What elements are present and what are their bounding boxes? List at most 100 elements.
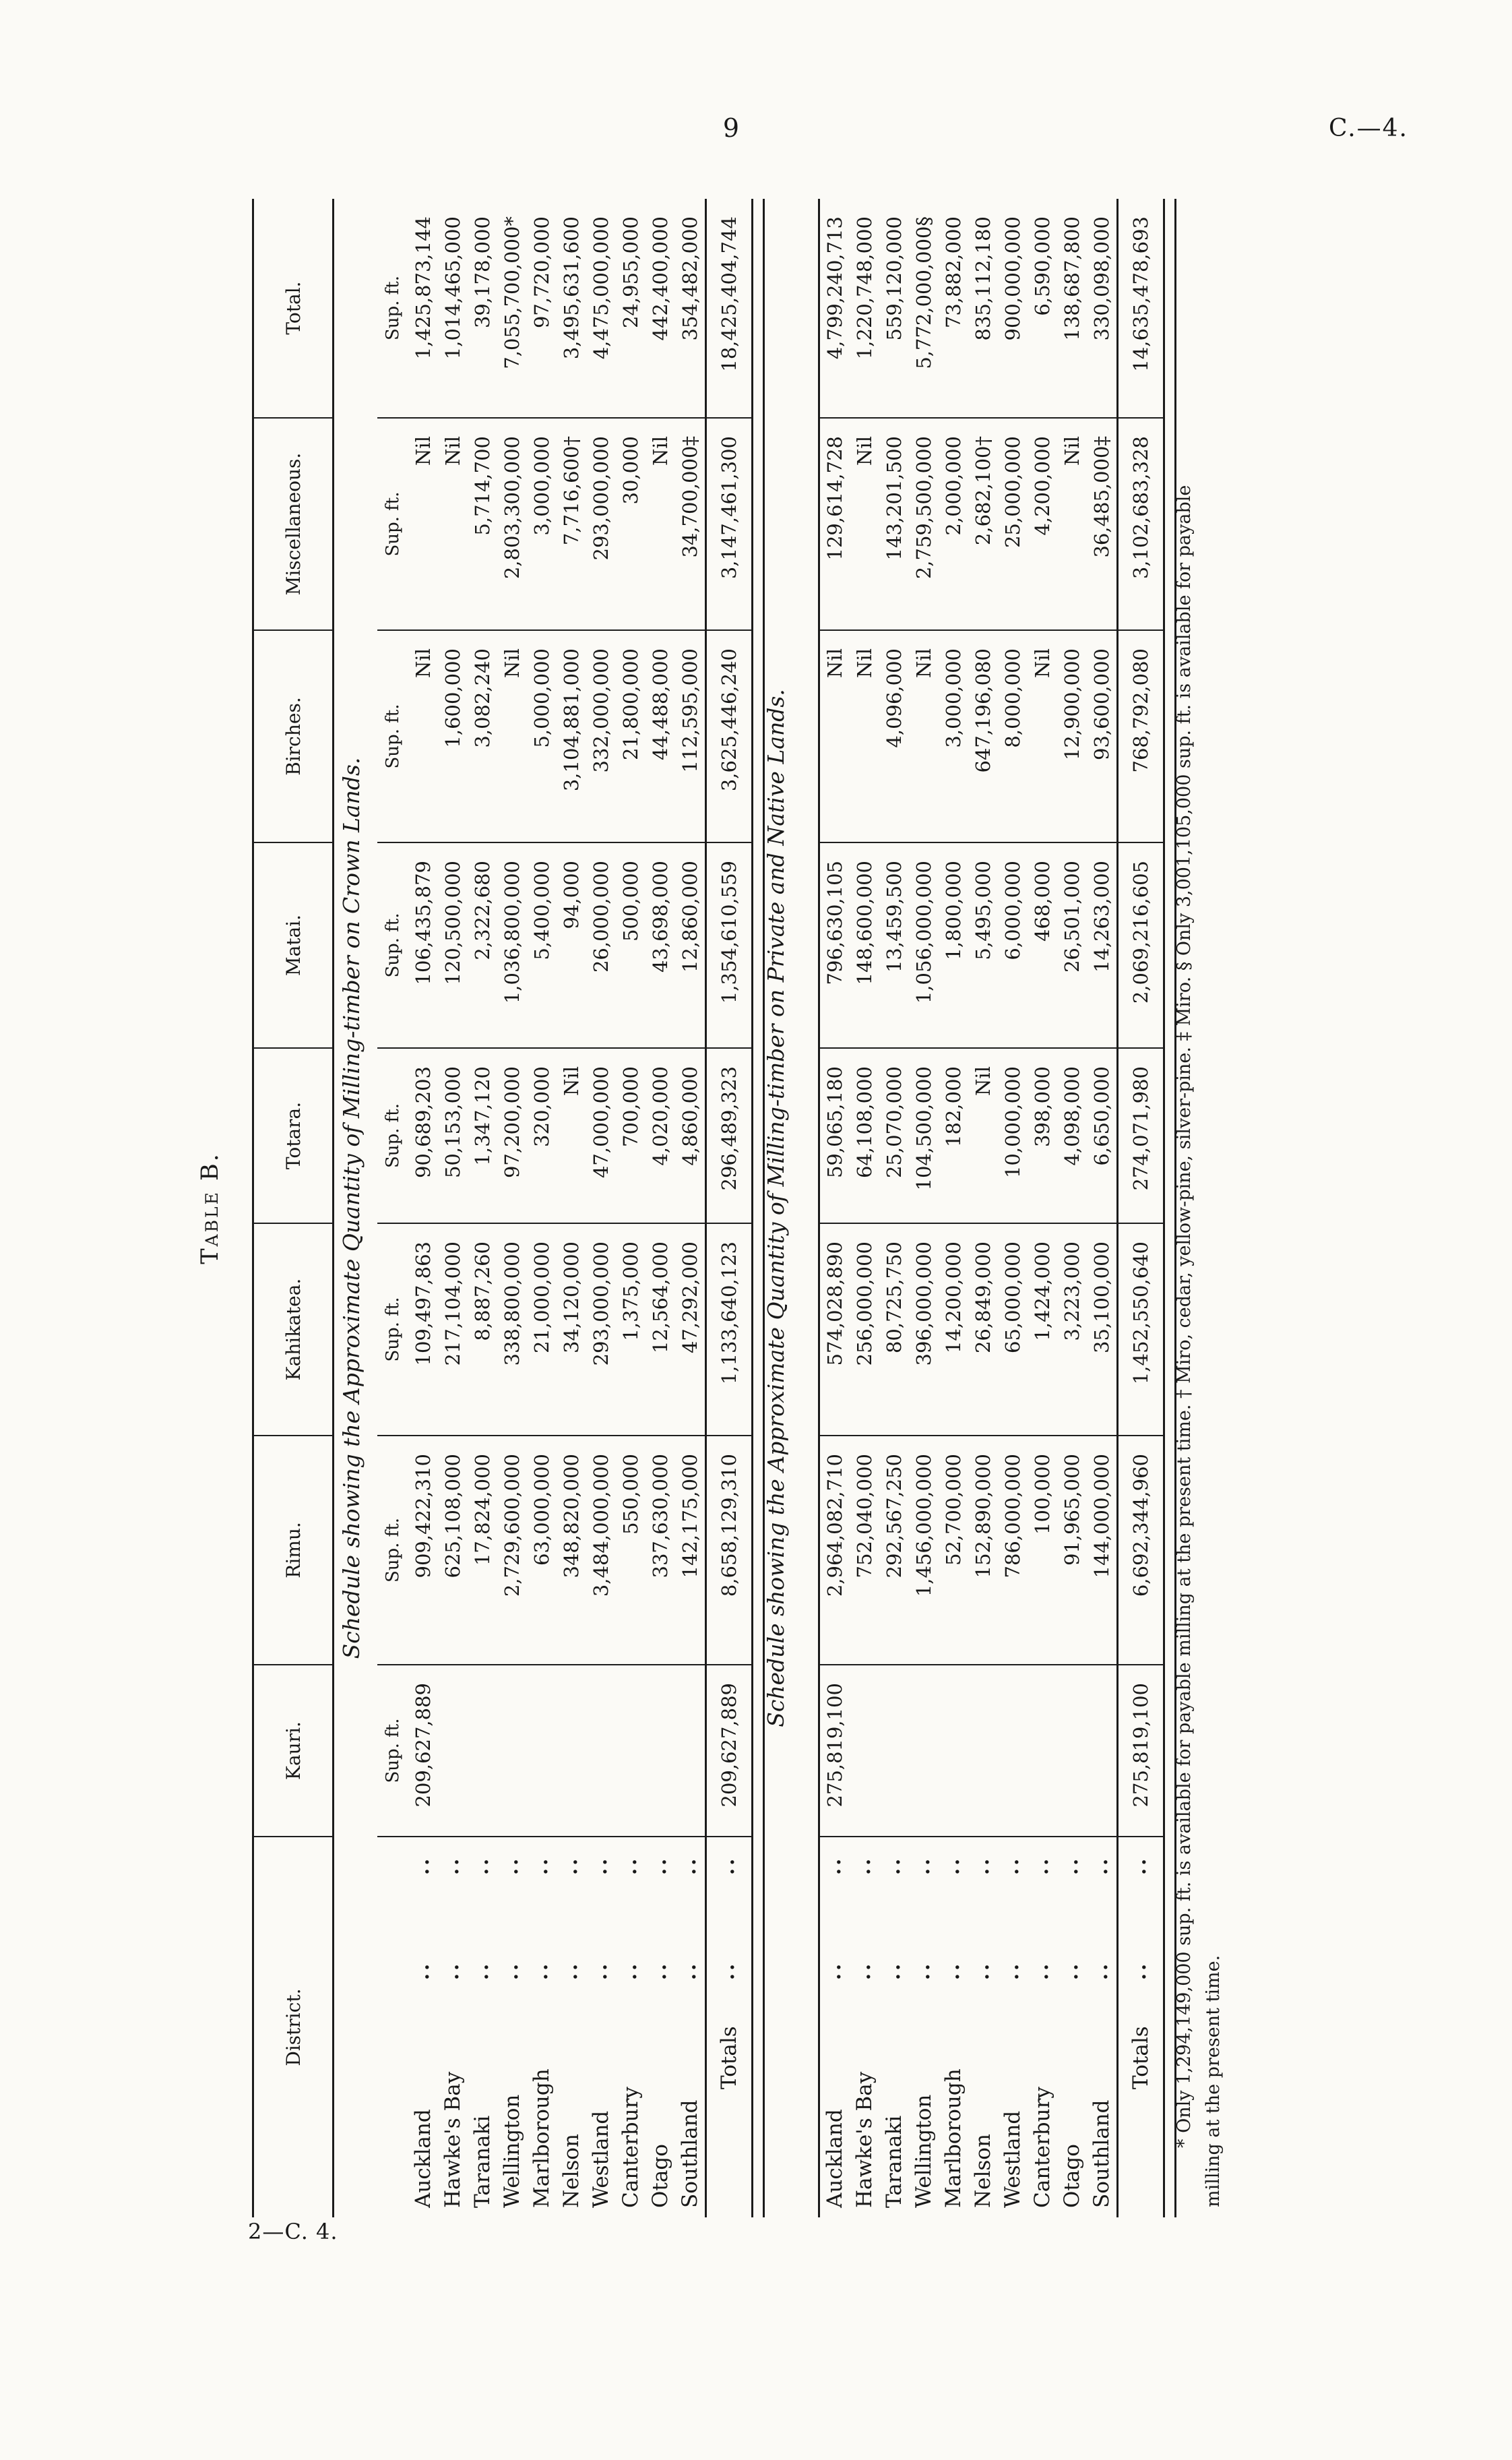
district-label: Westland [1001, 2110, 1025, 2208]
leader-dots: .. [499, 1855, 523, 1875]
value-cell: 1,133,640,123 [705, 1223, 753, 1436]
value-cell: 2,069,216,605 [1117, 842, 1164, 1048]
value-cell: 292,567,250 [879, 1436, 909, 1665]
value-cell [968, 1665, 998, 1837]
value-cell: 34,700,000‡ [675, 418, 706, 630]
schedule2-title: Schedule showing the Approximate Quantit… [763, 689, 789, 1727]
value-cell: 120,500,000 [438, 842, 468, 1048]
district-cell: Wellington.... [909, 1837, 939, 2217]
footnote-line-1: * Only 1,294,149,000 sup. ft. is availab… [1174, 485, 1195, 2148]
value-cell: Nil [1057, 418, 1087, 630]
table-row: Westland.... 3,484,000,000 293,000,000 47,0… [586, 199, 616, 2217]
district-cell: Hawke's Bay.... [850, 1837, 879, 2217]
value-cell [438, 1665, 468, 1837]
document-reference: C.—4. [1328, 115, 1408, 142]
value-cell: Nil [1028, 630, 1057, 842]
value-cell: 768,792,080 [1117, 630, 1164, 842]
district-label: Marlborough [530, 2068, 554, 2208]
district-label: Totals [717, 2026, 741, 2089]
value-cell: 63,000,000 [527, 1436, 557, 1665]
value-cell [586, 1665, 616, 1837]
district-cell: Auckland.... [408, 1837, 438, 2217]
table-row: Wellington.... 2,729,600,000 338,800,000 97… [497, 199, 527, 2217]
value-cell: 142,175,000 [675, 1436, 706, 1665]
district-label: Totals [1129, 2026, 1153, 2089]
sup-ft-label: Sup. ft. [377, 1223, 408, 1436]
value-cell: 8,000,000 [998, 630, 1028, 842]
district-label: Auckland [411, 2109, 435, 2208]
value-cell: 17,824,000 [468, 1436, 497, 1665]
leader-dots: .. [677, 1961, 701, 1980]
value-cell: Nil [557, 1048, 586, 1223]
value-cell [879, 1665, 909, 1837]
district-label: Otago [648, 2144, 672, 2208]
district-cell: Hawke's Bay.... [438, 1837, 468, 2217]
value-cell: 148,600,000 [850, 842, 879, 1048]
value-cell: 468,000 [1028, 842, 1057, 1048]
value-cell: 900,000,000 [998, 199, 1028, 418]
district-cell: Canterbury.... [616, 1837, 645, 2217]
value-cell: 97,720,000 [527, 199, 557, 418]
value-cell: 3,495,631,600 [557, 199, 586, 418]
district-label: Nelson [971, 2134, 995, 2208]
leader-dots: .. [941, 1961, 964, 1980]
value-cell: 500,000 [616, 842, 645, 1048]
table-row: Marlborough.... 52,700,000 14,200,000 182,0… [939, 199, 968, 2217]
value-cell: 3,082,240 [468, 630, 497, 842]
leader-dots: .. [881, 1961, 905, 1980]
leader-dots: .. [559, 1961, 582, 1980]
leader-dots: .. [822, 1855, 846, 1875]
value-cell [468, 1665, 497, 1837]
value-cell: 91,965,000 [1057, 1436, 1087, 1665]
leader-dots: .. [911, 1961, 935, 1980]
district-label: Southland [678, 2099, 702, 2209]
sup-ft-label: Sup. ft. [377, 842, 408, 1048]
value-cell: 396,000,000 [909, 1223, 939, 1436]
leader-dots: .. [1089, 1855, 1112, 1875]
value-cell: 7,716,600† [557, 418, 586, 630]
sup-ft-row: Sup. ft. Sup. ft. Sup. ft. Sup. ft. Sup. ft.… [377, 199, 408, 2217]
value-cell [1028, 1665, 1057, 1837]
value-cell: 36,485,000‡ [1087, 418, 1118, 630]
value-cell: 43,698,000 [645, 842, 675, 1048]
value-cell: 1,347,120 [468, 1048, 497, 1223]
leader-dots: .. [852, 1855, 875, 1875]
value-cell: 21,800,000 [616, 630, 645, 842]
value-cell: 786,000,000 [998, 1436, 1028, 1665]
value-cell: 2,964,082,710 [819, 1436, 850, 1665]
value-cell: 34,120,000 [557, 1223, 586, 1436]
value-cell: 97,200,000 [497, 1048, 527, 1223]
column-header: District. [253, 1837, 334, 2217]
value-cell: 625,108,000 [438, 1436, 468, 1665]
value-cell: 26,849,000 [968, 1223, 998, 1436]
title-spacer-row [334, 199, 378, 2217]
table-row: Hawke's Bay.... 625,108,000 217,104,000 50,… [438, 199, 468, 2217]
sup-ft-label: Sup. ft. [377, 199, 408, 418]
leader-dots: .. [970, 1855, 994, 1875]
value-cell: 4,096,000 [879, 630, 909, 842]
leader-dots: .. [648, 1855, 671, 1875]
value-cell: 14,635,478,693 [1117, 199, 1164, 418]
district-label: Southland [1090, 2099, 1114, 2209]
value-cell: 21,000,000 [527, 1223, 557, 1436]
value-cell: 1,375,000 [616, 1223, 645, 1436]
value-cell: 1,354,610,559 [705, 842, 753, 1048]
table-row: Hawke's Bay.... 752,040,000 256,000,000 64,… [850, 199, 879, 2217]
schedule1-table: District. Kauri. Rimu. Kahikatea. Totara. Mat… [252, 199, 753, 2217]
value-cell: 2,729,600,000 [497, 1436, 527, 1665]
leader-dots: .. [852, 1961, 875, 1980]
value-cell: 8,887,260 [468, 1223, 497, 1436]
value-cell: 1,036,800,000 [497, 842, 527, 1048]
value-cell [1057, 1665, 1087, 1837]
value-cell: 338,800,000 [497, 1223, 527, 1436]
district-cell: Marlborough.... [527, 1837, 557, 2217]
leader-dots: .. [1000, 1961, 1023, 1980]
table-row: Auckland.... 209,627,889 909,422,310 109,49… [408, 199, 438, 2217]
table-row: Taranaki.... 292,567,250 80,725,750 25,070,… [879, 199, 909, 2217]
column-header-row: District. Kauri. Rimu. Kahikatea. Totara. Mat… [253, 199, 334, 2217]
table-row: Westland.... 786,000,000 65,000,000 10,000,… [998, 199, 1028, 2217]
value-cell: 2,000,000 [939, 418, 968, 630]
value-cell: 44,488,000 [645, 630, 675, 842]
table-row: Taranaki.... 17,824,000 8,887,260 1,347,120… [468, 199, 497, 2217]
district-cell: Westland.... [998, 1837, 1028, 2217]
